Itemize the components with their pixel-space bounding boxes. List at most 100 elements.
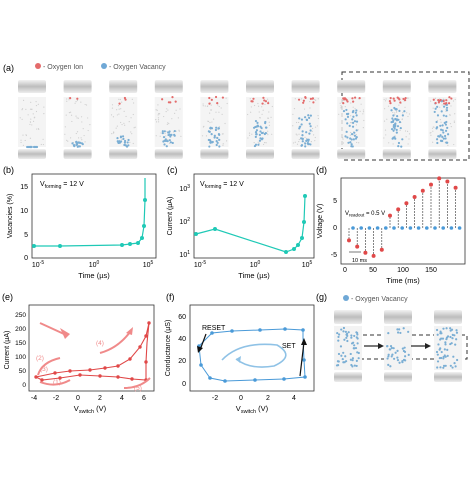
oxygen-vacancy (454, 343, 457, 346)
oxygen-vacancy (347, 141, 350, 144)
matrix-atom (316, 125, 318, 127)
oxygen-ion (214, 95, 218, 99)
ytick-f-3: 60 (178, 314, 186, 321)
oxygen-vacancy (164, 138, 167, 141)
matrix-atom (121, 101, 123, 103)
xtick-b-1: 100 (89, 260, 100, 269)
ytick-d-2: -5 (331, 252, 337, 259)
oxygen-vacancy (402, 327, 405, 330)
matrix-atom (350, 122, 352, 124)
oxygen-vacancy (401, 114, 404, 117)
oxygen-vacancy (392, 125, 395, 129)
bottom-electrode (428, 149, 457, 159)
matrix-atom (440, 121, 442, 123)
matrix-atom (301, 98, 303, 100)
oxygen-vacancy (75, 142, 78, 145)
oxygen-vacancy (308, 122, 311, 125)
oxygen-vacancy (446, 141, 449, 144)
interval-label: 10 ms (352, 258, 367, 264)
matrix-atom (294, 98, 296, 100)
oxygen-vacancy (399, 126, 402, 130)
matrix-atom (222, 133, 224, 135)
matrix-atom (360, 103, 362, 105)
oxygen-vacancy (210, 133, 213, 136)
matrix-atom (68, 111, 71, 114)
oxygen-vacancy (215, 126, 218, 129)
matrix-atom (317, 115, 319, 117)
matrix-atom (251, 133, 253, 135)
oxygen-vacancy (397, 141, 401, 145)
oxygen-vacancy (355, 109, 358, 112)
matrix-atom (166, 123, 168, 125)
matrix-atom (22, 134, 24, 136)
oxygen-ion (69, 97, 72, 100)
matrix-atom (20, 139, 22, 141)
oxygen-ion (161, 98, 164, 101)
oxygen-vacancy (439, 124, 442, 127)
matrix-atom (123, 122, 125, 124)
bottom-electrode (384, 372, 412, 382)
matrix-atom (454, 113, 456, 115)
oxygen-ion (353, 96, 357, 99)
oxygen-vacancy (455, 329, 458, 332)
bottom-electrode (246, 149, 274, 159)
xlabel-c: Time (µs) (238, 271, 270, 280)
iv-point (98, 374, 102, 378)
oxygen-vacancy (260, 131, 264, 135)
vacancy-point (143, 198, 147, 202)
oxygen-vacancy (398, 109, 401, 112)
readout-point (384, 226, 388, 230)
matrix-atom (84, 103, 86, 106)
oxygen-vacancy (119, 135, 123, 138)
matrix-atom (117, 105, 120, 107)
matrix-atom (118, 113, 120, 115)
matrix-atom (386, 118, 388, 120)
oxygen-vacancy (170, 133, 173, 136)
matrix-atom (341, 122, 343, 124)
matrix-atom (121, 138, 123, 141)
top-electrode (291, 80, 320, 93)
matrix-atom (131, 98, 133, 100)
matrix-atom (132, 113, 134, 116)
oxygen-vacancy (389, 345, 393, 348)
oxygen-ion (174, 100, 177, 103)
oxide-layer (200, 97, 229, 147)
matrix-atom (164, 132, 166, 135)
matrix-atom (341, 106, 343, 108)
top-electrode (154, 80, 183, 93)
oxygen-vacancy (407, 330, 410, 333)
xtick-e-1: -2 (53, 395, 59, 402)
oxygen-vacancy (344, 355, 347, 358)
matrix-atom (342, 99, 344, 102)
matrix-atom (168, 142, 171, 144)
oxygen-vacancy (301, 134, 304, 137)
matrix-atom (298, 121, 300, 124)
matrix-atom (70, 114, 73, 116)
arrow-5 (123, 377, 151, 389)
oxygen-vacancy (123, 141, 127, 144)
matrix-atom (115, 127, 117, 129)
oxygen-vacancy (209, 127, 212, 130)
oxygen-ion (437, 101, 440, 104)
oxygen-vacancy (350, 342, 354, 345)
matrix-atom (224, 122, 226, 125)
oxygen-vacancy (387, 355, 390, 358)
oxygen-vacancy (256, 121, 259, 124)
matrix-atom (394, 114, 396, 116)
matrix-atom (202, 105, 204, 107)
oxygen-vacancy (298, 117, 301, 120)
pulse-peak (429, 182, 433, 187)
oxygen-vacancy (439, 366, 442, 369)
oxygen-ion (442, 99, 445, 103)
matrix-atom (250, 111, 252, 113)
bottom-electrode (63, 149, 92, 159)
oxygen-ion (443, 102, 446, 105)
matrix-atom (431, 127, 434, 129)
matrix-atom (163, 115, 165, 118)
oxygen-vacancy (344, 135, 347, 138)
reset-arrowhead (197, 346, 203, 353)
matrix-atom (81, 139, 83, 141)
ylabel-c: Current (µA) (167, 197, 174, 236)
matrix-atom (341, 137, 344, 139)
oxygen-vacancy (387, 353, 390, 356)
